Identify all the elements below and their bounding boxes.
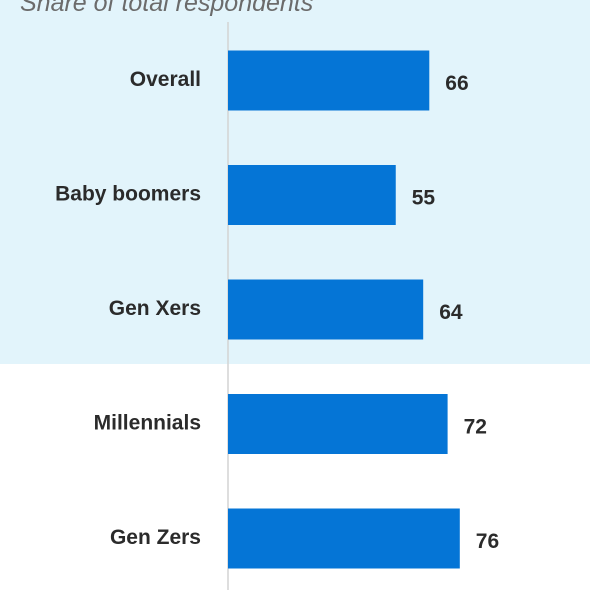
bar-1 [228, 165, 396, 225]
bar-3 [228, 394, 448, 454]
value-label-2: 64 [439, 301, 463, 324]
value-label-3: 72 [464, 416, 487, 439]
value-label-4: 76 [476, 530, 499, 553]
category-label-0: Overall [130, 68, 201, 91]
chart-subtitle: Share of total respondents [20, 0, 314, 17]
value-label-0: 66 [445, 72, 468, 95]
bar-0 [228, 50, 430, 111]
category-label-2: Gen Xers [109, 297, 201, 320]
value-label-1: 55 [412, 187, 436, 210]
bar-2 [228, 279, 424, 340]
chart-marks: Overall 66 Baby boomers 55 Gen Xers 64 Millenn… [55, 50, 499, 569]
category-label-3: Millennials [94, 412, 201, 435]
bar-4 [228, 508, 460, 569]
category-label-4: Gen Zers [110, 526, 201, 549]
category-label-1: Baby boomers [55, 183, 201, 206]
